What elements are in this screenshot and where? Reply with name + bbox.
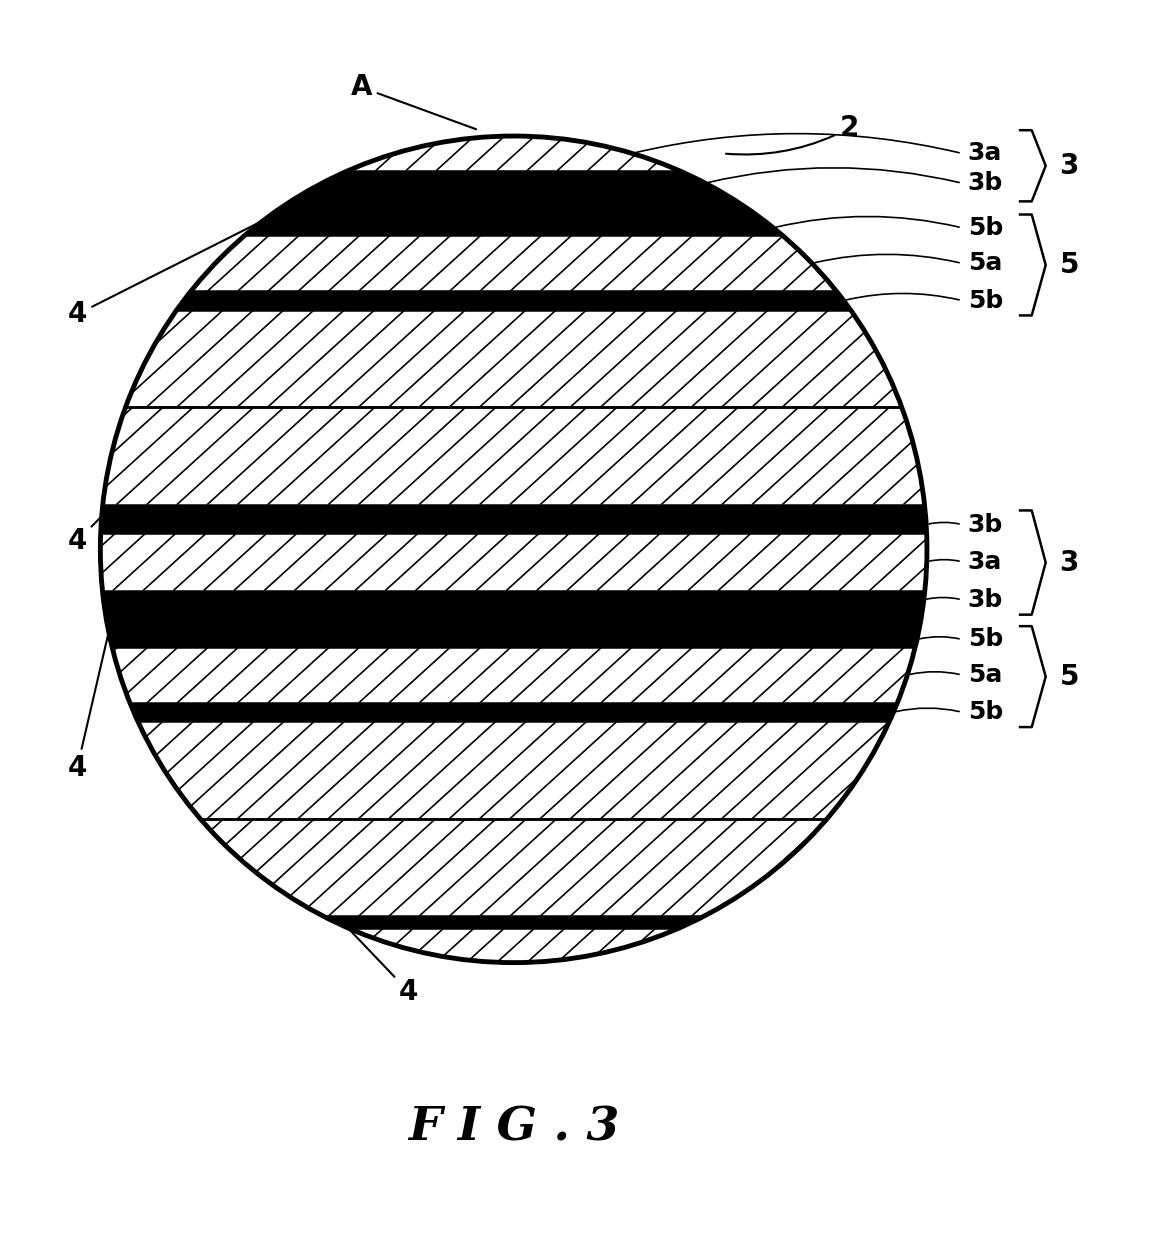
Text: 3b: 3b — [967, 512, 1002, 536]
Text: 5b: 5b — [967, 216, 1002, 240]
Polygon shape — [89, 291, 938, 310]
Circle shape — [100, 136, 927, 962]
Polygon shape — [89, 505, 938, 516]
Text: 5b: 5b — [967, 700, 1002, 724]
Text: 5a: 5a — [967, 251, 1002, 275]
Text: 5a: 5a — [967, 662, 1002, 688]
Polygon shape — [89, 646, 938, 702]
Polygon shape — [89, 819, 938, 916]
Polygon shape — [89, 532, 938, 591]
Polygon shape — [89, 310, 938, 408]
Text: 5: 5 — [1060, 251, 1079, 279]
Text: 2: 2 — [726, 114, 859, 155]
Text: 5: 5 — [1060, 662, 1079, 690]
Polygon shape — [89, 220, 938, 235]
Text: 4: 4 — [68, 221, 261, 329]
Text: 3a: 3a — [967, 550, 1002, 574]
Text: 5b: 5b — [967, 289, 1002, 312]
Polygon shape — [89, 721, 938, 819]
Polygon shape — [89, 195, 938, 220]
Polygon shape — [89, 171, 938, 195]
Text: 4: 4 — [68, 635, 109, 782]
Polygon shape — [89, 136, 938, 171]
Polygon shape — [89, 591, 938, 609]
Text: 4: 4 — [68, 519, 99, 555]
Text: F I G . 3: F I G . 3 — [408, 1105, 620, 1151]
Polygon shape — [89, 609, 938, 632]
Text: 3: 3 — [1060, 549, 1079, 576]
Text: 3: 3 — [1060, 151, 1079, 180]
Text: 5b: 5b — [967, 628, 1002, 651]
Polygon shape — [89, 916, 938, 928]
Polygon shape — [89, 516, 938, 532]
Text: A: A — [350, 74, 476, 129]
Text: 3b: 3b — [967, 588, 1002, 611]
Polygon shape — [89, 408, 938, 505]
Polygon shape — [89, 928, 938, 962]
Polygon shape — [89, 703, 938, 721]
Text: 4: 4 — [350, 930, 419, 1006]
Polygon shape — [89, 632, 938, 646]
Text: 3b: 3b — [967, 171, 1002, 195]
Polygon shape — [89, 235, 938, 291]
Text: 3a: 3a — [967, 141, 1002, 165]
